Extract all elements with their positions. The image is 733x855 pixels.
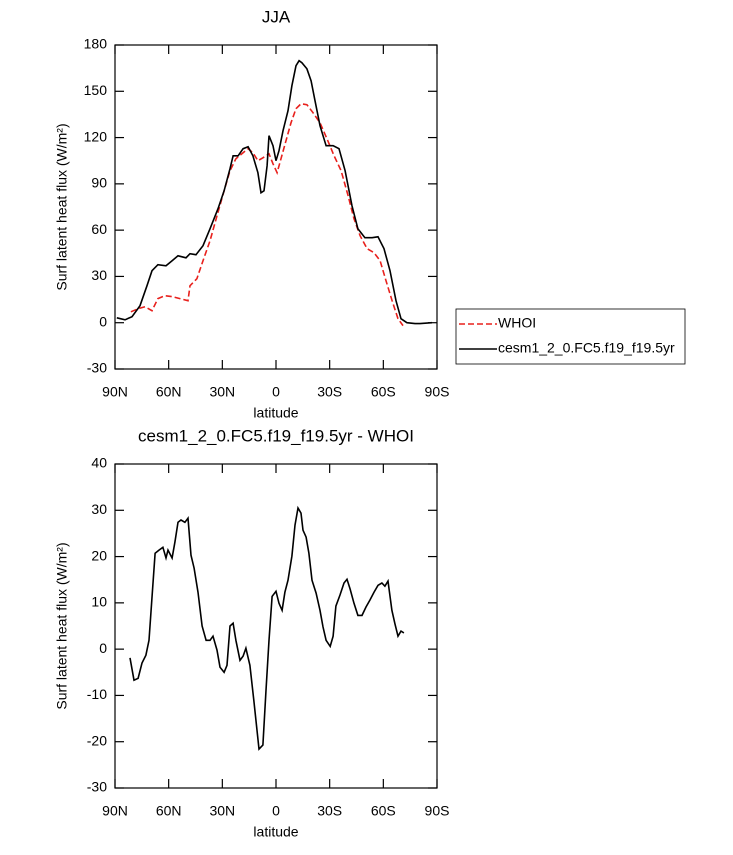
legend-label: cesm1_2_0.FC5.f19_f19.5yr bbox=[498, 340, 675, 356]
y-tick-label: 0 bbox=[99, 313, 107, 329]
x-axis-label: latitude bbox=[253, 405, 298, 421]
x-tick-label: 30N bbox=[209, 803, 235, 819]
x-tick-label: 60N bbox=[156, 384, 182, 400]
plot-frame bbox=[114, 44, 438, 370]
x-tick-label: 0 bbox=[272, 384, 280, 400]
x-tick-label: 60S bbox=[371, 803, 396, 819]
y-tick-label: 180 bbox=[84, 36, 108, 52]
data-line bbox=[129, 505, 405, 751]
x-tick-label: 90S bbox=[425, 384, 450, 400]
y-tick-label: 150 bbox=[84, 82, 108, 98]
y-tick-label: 120 bbox=[84, 128, 108, 144]
y-tick-label: -20 bbox=[87, 732, 107, 748]
x-tick-label: 60N bbox=[156, 803, 182, 819]
x-tick-label: 30S bbox=[317, 384, 342, 400]
x-tick-label: 60S bbox=[371, 384, 396, 400]
y-axis-label: Surf latent heat flux (W/m²) bbox=[54, 123, 70, 290]
y-tick-label: 40 bbox=[91, 455, 107, 471]
legend-label: WHOI bbox=[498, 315, 536, 331]
y-tick-label: -30 bbox=[87, 360, 107, 376]
y-tick-label: 30 bbox=[91, 501, 107, 517]
y-tick-label: -10 bbox=[87, 686, 107, 702]
y-tick-label: 30 bbox=[91, 267, 107, 283]
y-tick-label: 90 bbox=[91, 175, 107, 191]
y-tick-label: 10 bbox=[91, 594, 107, 610]
data-line bbox=[116, 59, 433, 325]
y-axis-label: Surf latent heat flux (W/m²) bbox=[54, 542, 70, 709]
x-tick-label: 30S bbox=[317, 803, 342, 819]
chart-title: JJA bbox=[262, 7, 291, 26]
y-tick-label: 60 bbox=[91, 221, 107, 237]
x-tick-label: 0 bbox=[272, 803, 280, 819]
x-tick-label: 90N bbox=[102, 384, 128, 400]
x-tick-label: 90S bbox=[425, 803, 450, 819]
y-tick-label: -30 bbox=[87, 779, 107, 795]
x-tick-label: 90N bbox=[102, 803, 128, 819]
legend-box bbox=[455, 308, 686, 365]
x-axis-label: latitude bbox=[253, 824, 298, 840]
chart-title: cesm1_2_0.FC5.f19_f19.5yr - WHOI bbox=[138, 426, 414, 445]
y-tick-label: 0 bbox=[99, 640, 107, 656]
data-line bbox=[130, 102, 404, 327]
x-tick-label: 30N bbox=[209, 384, 235, 400]
y-tick-label: 20 bbox=[91, 547, 107, 563]
plot-frame bbox=[114, 463, 438, 789]
